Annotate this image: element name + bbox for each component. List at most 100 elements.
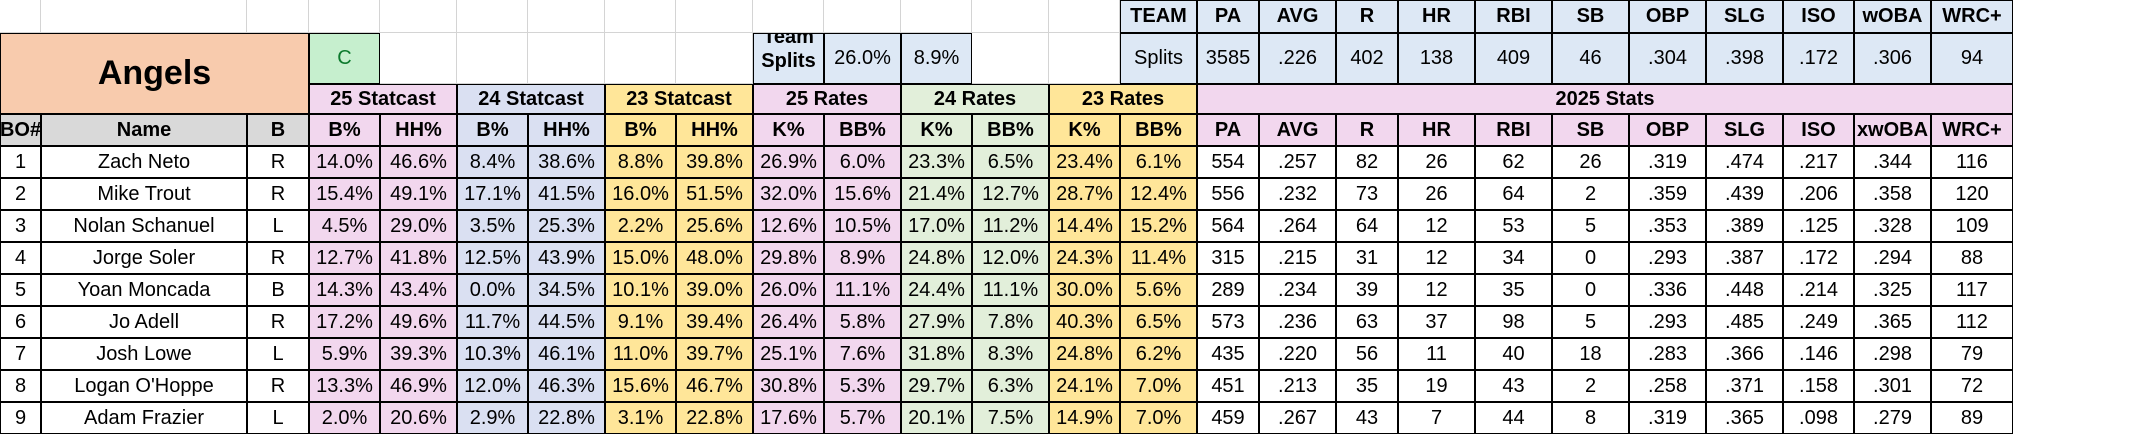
col-header-k[interactable]: K% xyxy=(753,114,824,146)
stat-cell[interactable]: 7 xyxy=(1398,402,1475,434)
stat-cell[interactable]: L xyxy=(247,402,309,434)
stat-cell[interactable]: L xyxy=(247,338,309,370)
stat-cell[interactable]: 12 xyxy=(1398,210,1475,242)
stat-cell[interactable]: 8.4% xyxy=(457,146,528,178)
stat-cell[interactable]: 15.4% xyxy=(309,178,380,210)
stat-cell[interactable]: 72 xyxy=(1931,370,2013,402)
stat-cell[interactable]: .293 xyxy=(1629,306,1706,338)
stat-cell[interactable]: 11 xyxy=(1398,338,1475,370)
stat-cell[interactable]: 2.2% xyxy=(605,210,676,242)
group-header-2025-stats[interactable]: 2025 Stats xyxy=(1197,84,2013,114)
stat-cell[interactable]: 8.8% xyxy=(605,146,676,178)
stat-cell[interactable]: 29.0% xyxy=(380,210,457,242)
empty-cell[interactable] xyxy=(0,0,41,33)
stat-cell[interactable]: 46.7% xyxy=(676,370,753,402)
stat-cell[interactable]: 6.2% xyxy=(1120,338,1197,370)
col-header-bb[interactable]: BB% xyxy=(972,114,1049,146)
stat-cell[interactable]: 5 xyxy=(1552,210,1629,242)
stat-cell[interactable]: 39.8% xyxy=(676,146,753,178)
stat-cell[interactable]: 28.7% xyxy=(1049,178,1120,210)
team-stat-header-iso[interactable]: ISO xyxy=(1783,0,1854,33)
player-name[interactable]: Yoan Moncada xyxy=(41,274,247,306)
stat-cell[interactable]: .146 xyxy=(1783,338,1854,370)
stat-cell[interactable]: .220 xyxy=(1259,338,1336,370)
col-header-slg[interactable]: SLG xyxy=(1706,114,1783,146)
stat-cell[interactable]: 20.6% xyxy=(380,402,457,434)
stat-cell[interactable]: 34.5% xyxy=(528,274,605,306)
group-header-25-rates[interactable]: 25 Rates xyxy=(753,84,901,114)
stat-cell[interactable]: 2.0% xyxy=(309,402,380,434)
empty-cell[interactable] xyxy=(753,0,824,33)
stat-cell[interactable]: 5.9% xyxy=(309,338,380,370)
stat-cell[interactable]: 5.3% xyxy=(824,370,901,402)
batting-order[interactable]: 2 xyxy=(0,178,41,210)
player-name[interactable]: Nolan Schanuel xyxy=(41,210,247,242)
stat-cell[interactable]: 25.3% xyxy=(528,210,605,242)
empty-cell[interactable] xyxy=(1049,0,1120,33)
stat-cell[interactable]: 14.3% xyxy=(309,274,380,306)
stat-cell[interactable]: 3.5% xyxy=(457,210,528,242)
stat-cell[interactable]: 10.1% xyxy=(605,274,676,306)
stat-cell[interactable]: 43 xyxy=(1475,370,1552,402)
stat-cell[interactable]: 112 xyxy=(1931,306,2013,338)
empty-cell[interactable] xyxy=(824,0,901,33)
stat-cell[interactable]: 26.4% xyxy=(753,306,824,338)
player-name[interactable]: Jo Adell xyxy=(41,306,247,338)
col-header-bb[interactable]: BB% xyxy=(824,114,901,146)
batting-order[interactable]: 5 xyxy=(0,274,41,306)
stat-cell[interactable]: .344 xyxy=(1854,146,1931,178)
stat-cell[interactable]: 120 xyxy=(1931,178,2013,210)
stat-cell[interactable]: 24.4% xyxy=(901,274,972,306)
stat-cell[interactable]: .293 xyxy=(1629,242,1706,274)
empty-cell[interactable] xyxy=(528,0,605,33)
stat-cell[interactable]: .172 xyxy=(1783,242,1854,274)
stat-cell[interactable]: .439 xyxy=(1706,178,1783,210)
stat-cell[interactable]: 17.1% xyxy=(457,178,528,210)
stat-cell[interactable]: 82 xyxy=(1336,146,1398,178)
team-header-label[interactable]: TEAM xyxy=(1120,0,1197,33)
team-splits-bb-pct[interactable]: 8.9% xyxy=(901,33,972,84)
stat-cell[interactable]: 6.5% xyxy=(972,146,1049,178)
stat-cell[interactable]: 41.8% xyxy=(380,242,457,274)
stat-cell[interactable]: 73 xyxy=(1336,178,1398,210)
stat-cell[interactable]: .358 xyxy=(1854,178,1931,210)
stat-cell[interactable]: 14.0% xyxy=(309,146,380,178)
stat-cell[interactable]: 24.8% xyxy=(1049,338,1120,370)
stat-cell[interactable]: 116 xyxy=(1931,146,2013,178)
col-header-pa[interactable]: PA xyxy=(1197,114,1259,146)
stat-cell[interactable]: 5.8% xyxy=(824,306,901,338)
team-stat-value[interactable]: 3585 xyxy=(1197,33,1259,84)
stat-cell[interactable]: .214 xyxy=(1783,274,1854,306)
batting-order[interactable]: 4 xyxy=(0,242,41,274)
stat-cell[interactable]: .353 xyxy=(1629,210,1706,242)
stat-cell[interactable]: .264 xyxy=(1259,210,1336,242)
batting-order[interactable]: 7 xyxy=(0,338,41,370)
stat-cell[interactable]: 10.3% xyxy=(457,338,528,370)
group-header-24-statcast[interactable]: 24 Statcast xyxy=(457,84,605,114)
col-header-name[interactable]: Name xyxy=(41,114,247,146)
stat-cell[interactable]: 6.5% xyxy=(1120,306,1197,338)
stat-cell[interactable]: .217 xyxy=(1783,146,1854,178)
stat-cell[interactable]: 17.0% xyxy=(901,210,972,242)
stat-cell[interactable]: .485 xyxy=(1706,306,1783,338)
empty-cell[interactable] xyxy=(605,0,676,33)
group-header-24-rates[interactable]: 24 Rates xyxy=(901,84,1049,114)
stat-cell[interactable]: 4.5% xyxy=(309,210,380,242)
stat-cell[interactable]: 26 xyxy=(1398,178,1475,210)
stat-cell[interactable]: 64 xyxy=(1475,178,1552,210)
stat-cell[interactable]: 40 xyxy=(1475,338,1552,370)
stat-cell[interactable]: 23.3% xyxy=(901,146,972,178)
stat-cell[interactable]: 11.1% xyxy=(972,274,1049,306)
team-grade[interactable]: C xyxy=(309,33,380,84)
team-stat-value[interactable]: 94 xyxy=(1931,33,2013,84)
col-header-avg[interactable]: AVG xyxy=(1259,114,1336,146)
stat-cell[interactable]: 19 xyxy=(1398,370,1475,402)
col-header-iso[interactable]: ISO xyxy=(1783,114,1854,146)
stat-cell[interactable]: 24.3% xyxy=(1049,242,1120,274)
team-stat-header-slg[interactable]: SLG xyxy=(1706,0,1783,33)
stat-cell[interactable]: .389 xyxy=(1706,210,1783,242)
empty-cell[interactable] xyxy=(457,33,528,84)
team-row-label[interactable]: Splits xyxy=(1120,33,1197,84)
batting-order[interactable]: 3 xyxy=(0,210,41,242)
batting-order[interactable]: 8 xyxy=(0,370,41,402)
